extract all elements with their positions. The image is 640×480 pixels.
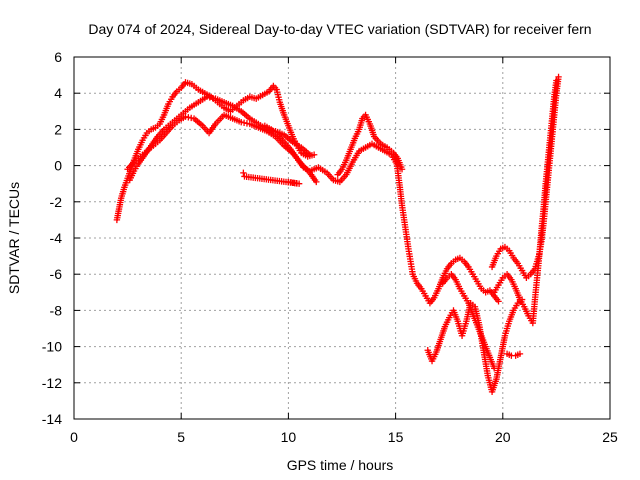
x-tick-label: 25 [602,429,618,445]
x-tick-label: 15 [388,429,404,445]
y-tick-label: -10 [42,339,62,355]
x-tick-labels: 0 5 10 15 20 25 [70,429,618,445]
data-point [553,77,560,84]
x-axis-label: GPS time / hours [287,457,394,473]
data-points [113,73,562,396]
x-tick-label: 20 [495,429,511,445]
chart-title: Day 074 of 2024, Sidereal Day-to-day VTE… [88,21,591,37]
y-tick-label: -14 [42,411,62,427]
y-tick-label: -4 [50,230,63,246]
y-axis-label: SDTVAR / TECUs [6,182,22,294]
data-point [491,365,498,372]
y-tick-label: -6 [50,266,63,282]
data-point [555,73,562,81]
data-point [495,298,502,305]
x-tick-label: 10 [281,429,297,445]
grid-lines [74,57,610,419]
y-tick-label: 2 [54,121,62,137]
data-point [285,178,292,186]
data-point [313,178,320,186]
data-point [516,350,524,358]
y-tick-labels: -14 -12 -10 -8 -6 -4 -2 0 2 4 6 [42,49,62,427]
y-tick-label: -8 [50,302,63,318]
y-tick-label: 6 [54,49,62,65]
y-tick-label: 4 [54,85,62,101]
y-tick-label: -2 [50,194,63,210]
plot-frame [73,56,611,420]
data-point [240,169,247,177]
data-point [306,151,314,158]
y-tick-label: 0 [54,158,62,174]
x-tick-label: 0 [70,429,78,445]
x-tick-label: 5 [177,429,185,445]
y-tick-label: -12 [42,375,62,391]
